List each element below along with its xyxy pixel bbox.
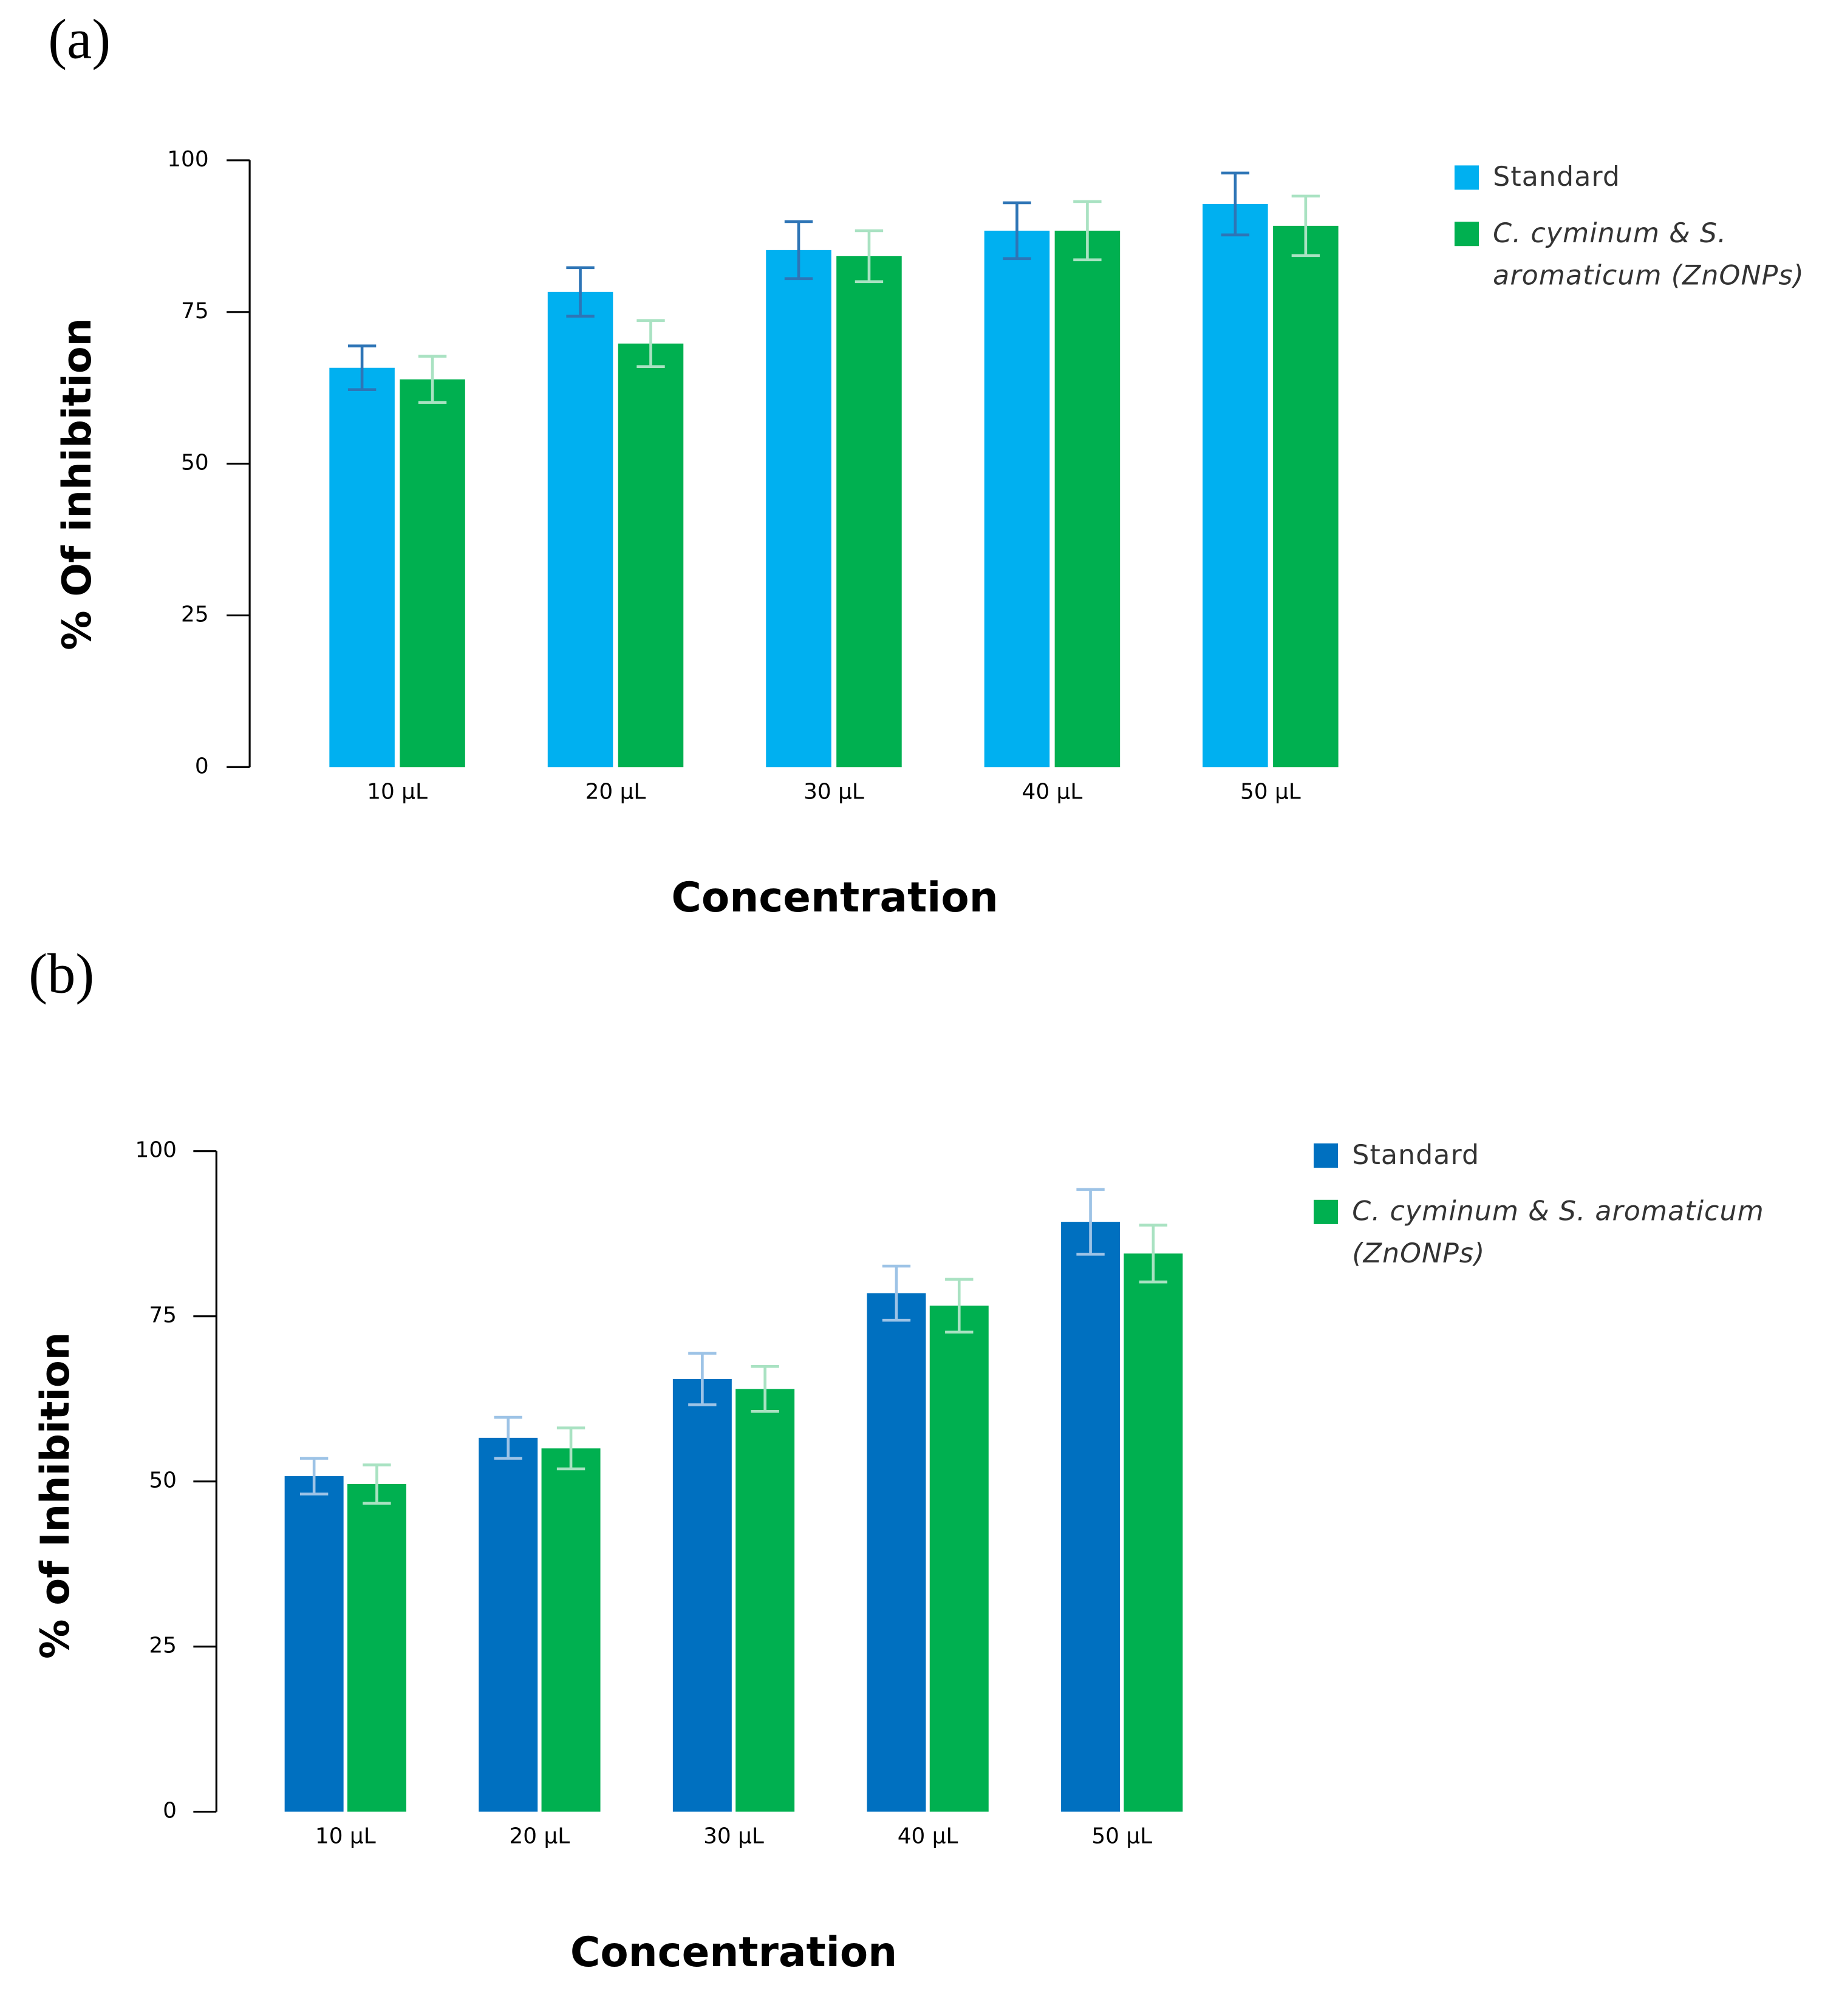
panel-label: (a): [48, 9, 111, 71]
x-tick-label: 40 µL: [898, 1824, 958, 1849]
y-tick-label: 100: [135, 1138, 177, 1163]
x-tick-label: 30 µL: [703, 1824, 764, 1849]
error-bar: [418, 355, 447, 404]
x-axis-title: Concentration: [570, 1928, 897, 1976]
error-bar: [1221, 171, 1250, 237]
legend-entry: C. cyminum & S. aromaticum (ZnONPs): [1493, 217, 1804, 291]
x-tick-label: 30 µL: [804, 779, 864, 804]
bar: [479, 1437, 538, 1812]
x-tick-label: 10 µL: [367, 779, 428, 804]
bar: [984, 230, 1050, 768]
x-tick-label: 50 µL: [1240, 779, 1301, 804]
error-bar: [1291, 194, 1320, 257]
bar: [547, 291, 613, 768]
bar: [618, 343, 684, 768]
error-bar: [636, 319, 665, 369]
bar: [1061, 1222, 1121, 1812]
bar: [672, 1379, 732, 1812]
bar: [1124, 1253, 1183, 1812]
x-axis-title: Concentration: [671, 873, 998, 921]
legend-label: Standard: [1493, 162, 1621, 192]
error-bar: [566, 266, 595, 318]
legend-entry: C. cyminum & S. aromaticum (ZnONPs): [1352, 1196, 1764, 1269]
y-tick-label: 0: [195, 754, 209, 778]
legend-label: C. cyminum & S. aromaticum (ZnONPs): [1352, 1196, 1764, 1269]
legend-swatch: [1454, 165, 1479, 190]
error-bar: [1073, 200, 1102, 262]
error-bar: [363, 1463, 391, 1505]
legend-swatch: [1314, 1199, 1339, 1224]
legend-entry: Standard: [1493, 162, 1621, 192]
y-axis-title: % Of inhibition: [54, 318, 100, 650]
error-bar: [855, 229, 884, 284]
y-tick-label: 50: [181, 451, 209, 475]
error-bar: [945, 1278, 974, 1334]
x-tick-label: 20 µL: [585, 779, 646, 804]
legend-label: Standard: [1352, 1139, 1480, 1171]
panel-label: (b): [29, 943, 94, 1006]
bar: [1054, 230, 1121, 768]
y-tick-label: 50: [149, 1468, 177, 1493]
error-bar: [1139, 1224, 1168, 1284]
x-tick-label: 10 µL: [315, 1824, 376, 1849]
error-bar: [688, 1352, 717, 1406]
x-tick-label: 20 µL: [510, 1824, 570, 1849]
y-tick-label: 0: [163, 1799, 177, 1824]
bar: [347, 1484, 406, 1812]
bar: [766, 250, 831, 768]
y-tick-label: 100: [167, 147, 208, 172]
error-bar: [299, 1457, 329, 1496]
error-bar: [1003, 201, 1031, 261]
bar: [1273, 225, 1339, 768]
bar: [400, 379, 465, 768]
y-tick-label: 75: [181, 299, 209, 324]
y-axis-title: % of Inhibition: [32, 1332, 78, 1659]
bar: [836, 256, 902, 768]
y-tick-label: 75: [149, 1303, 177, 1328]
error-bar: [882, 1264, 911, 1322]
legend-swatch: [1454, 222, 1479, 247]
error-bar: [784, 220, 813, 281]
legend-swatch: [1314, 1143, 1339, 1168]
error-bar: [494, 1415, 522, 1460]
legend-entry: Standard: [1352, 1139, 1480, 1171]
bar: [329, 367, 395, 768]
error-bar: [556, 1426, 585, 1471]
bar: [867, 1293, 926, 1812]
bar: [541, 1448, 601, 1812]
error-bar: [347, 344, 377, 392]
x-tick-label: 50 µL: [1091, 1824, 1152, 1849]
bar: [284, 1476, 344, 1812]
error-bar: [1076, 1188, 1105, 1256]
x-tick-label: 40 µL: [1022, 779, 1083, 804]
bar: [1203, 203, 1268, 768]
error-bar: [751, 1365, 779, 1413]
bar: [735, 1389, 795, 1812]
y-tick-label: 25: [181, 602, 209, 627]
bar: [929, 1306, 989, 1812]
legend-label: C. cyminum & S. aromaticum (ZnONPs): [1493, 217, 1804, 291]
y-tick-label: 25: [149, 1633, 177, 1658]
